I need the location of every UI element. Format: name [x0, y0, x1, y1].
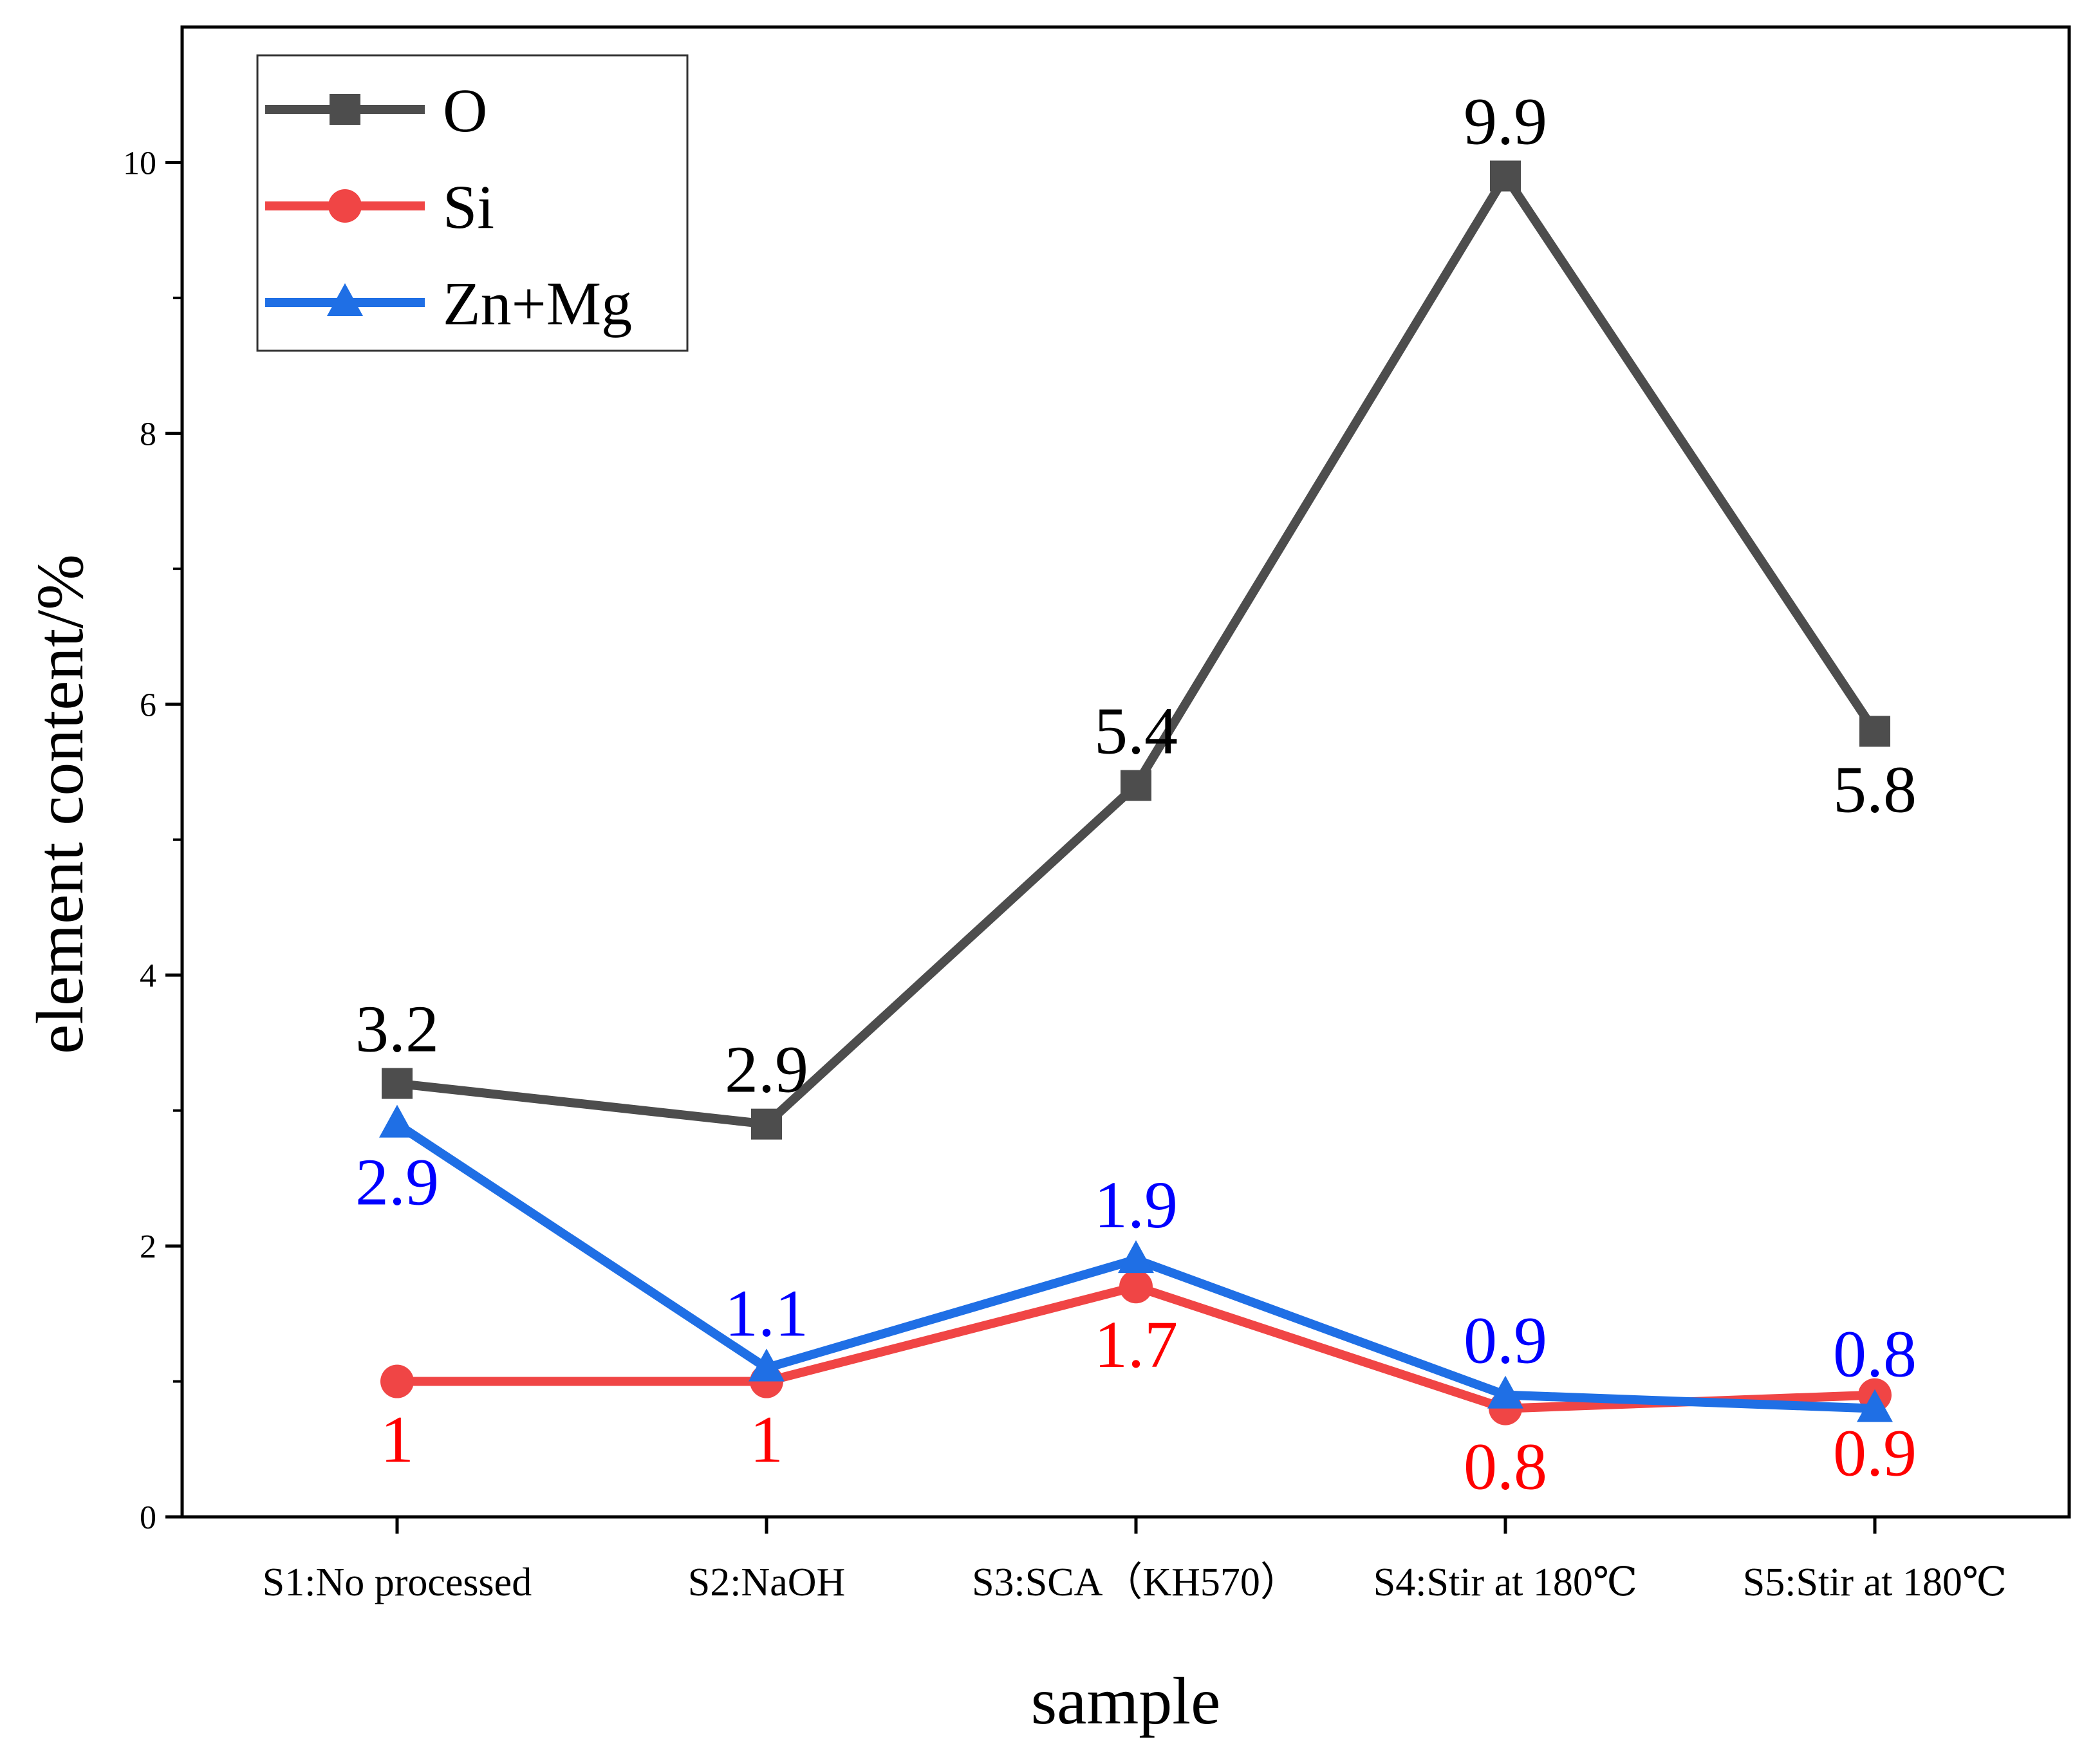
legend-marker — [328, 189, 362, 223]
data-label: 0.9 — [1464, 1304, 1547, 1378]
y-tick-label: 4 — [140, 958, 156, 994]
y-tick-label: 0 — [140, 1499, 156, 1536]
data-label: 1.9 — [1094, 1168, 1178, 1242]
data-label: 3.2 — [355, 992, 439, 1066]
x-tick-label: S5:Stir at 180℃ — [1743, 1561, 2007, 1604]
axes: 0 2 4 6 8 10 S1:No processed S2:NaOH S3:SCA（KH57… — [123, 25, 2071, 1604]
data-point — [1859, 716, 1890, 747]
x-tick-label: S4:Stir at 180℃ — [1373, 1561, 1637, 1604]
data-point — [382, 1068, 413, 1099]
y-tick-label: 10 — [123, 145, 156, 181]
data-point — [1119, 1270, 1153, 1304]
x-tick-label: S1:No processed — [263, 1561, 532, 1604]
legend-label: Si — [443, 172, 494, 241]
y-tick-label: 8 — [140, 416, 156, 452]
data-point — [1487, 1375, 1523, 1409]
data-label: 2.9 — [355, 1146, 439, 1220]
data-point — [1121, 770, 1151, 801]
plot-frame — [180, 25, 2071, 1519]
data-label: 0.9 — [1833, 1416, 1917, 1490]
legend: O Si Zn+Mg — [256, 54, 689, 352]
y-tick-label: 6 — [140, 687, 156, 723]
legend-marker — [327, 283, 363, 316]
data-label: 0.8 — [1464, 1430, 1547, 1504]
data-point — [749, 1348, 785, 1382]
data-labels: 3.2 2.9 5.4 9.9 5.8 1 1 1.7 0.8 0.9 2.9 1.1 1.9 0.9 0.… — [355, 85, 1917, 1504]
data-point — [380, 1364, 414, 1398]
legend-label: O — [443, 76, 487, 145]
x-axis-title: sample — [1031, 1664, 1221, 1738]
data-label: 1.7 — [1094, 1308, 1178, 1382]
data-label: 5.4 — [1094, 694, 1178, 768]
legend-item: O — [265, 76, 487, 145]
series-o — [382, 160, 1890, 1140]
data-point — [1118, 1240, 1154, 1274]
data-point — [751, 1108, 782, 1140]
series-si — [380, 1270, 1892, 1425]
x-tick-label: S2:NaOH — [688, 1561, 846, 1604]
data-point — [379, 1104, 415, 1138]
data-label: 1.1 — [725, 1277, 808, 1351]
legend-label: Zn+Mg — [443, 269, 632, 338]
series-zn-mg — [379, 1104, 1893, 1422]
y-tick-label: 2 — [140, 1229, 156, 1265]
data-label: 1 — [380, 1403, 414, 1477]
data-label: 0.8 — [1833, 1317, 1917, 1391]
data-label: 5.8 — [1833, 752, 1917, 826]
data-point — [1857, 1389, 1893, 1422]
data-label: 2.9 — [725, 1033, 808, 1107]
data-label: 9.9 — [1464, 85, 1547, 159]
legend-marker — [330, 94, 360, 125]
series-layer — [379, 160, 1893, 1425]
data-label: 1 — [750, 1403, 783, 1477]
data-point — [1490, 160, 1521, 192]
legend-item: Zn+Mg — [265, 269, 632, 338]
legend-item: Si — [265, 172, 494, 241]
y-axis-title: element content/% — [23, 554, 97, 1054]
x-tick-label: S3:SCA（KH570） — [972, 1561, 1300, 1604]
